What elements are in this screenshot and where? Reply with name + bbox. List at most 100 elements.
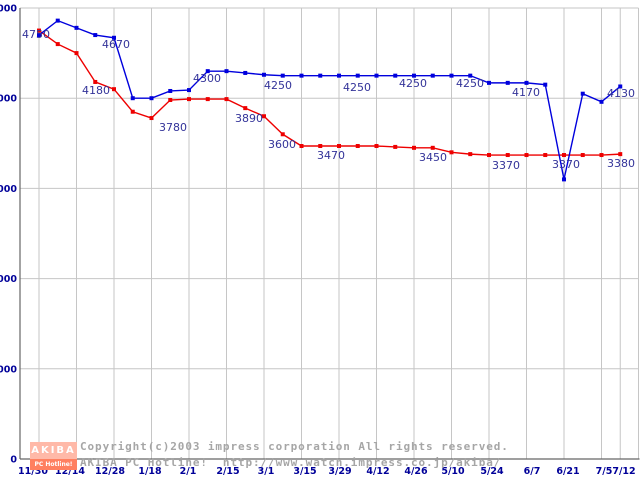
point-value-label: 4180 — [82, 84, 110, 97]
series-blue-marker — [487, 80, 491, 85]
series-red-marker — [487, 153, 491, 158]
point-value-label: 3450 — [419, 151, 447, 164]
series-blue-marker — [112, 35, 116, 40]
series-red-marker — [543, 153, 548, 158]
point-value-label: 4750 — [22, 28, 50, 41]
series-red-marker — [74, 51, 79, 56]
series-blue-marker — [393, 73, 398, 78]
series-red-marker — [224, 97, 229, 102]
series-red-marker — [524, 153, 529, 158]
series-red-marker — [318, 144, 323, 149]
point-value-label: 4250 — [456, 77, 484, 90]
x-tick-label: 4/12 — [366, 466, 389, 477]
series-blue-marker — [543, 82, 548, 87]
series-blue-marker — [130, 96, 135, 101]
series-blue-marker — [262, 72, 266, 77]
series-blue-marker — [149, 96, 154, 101]
series-red-marker — [37, 28, 41, 33]
series-red-marker — [393, 144, 398, 149]
x-tick-label: 5/24 — [480, 466, 504, 477]
series-blue-marker — [318, 73, 323, 78]
y-tick-label: 4000 — [0, 94, 17, 105]
series-red-marker — [412, 145, 416, 150]
series-red-marker — [55, 42, 60, 47]
x-tick-label: 2/15 — [216, 466, 239, 477]
series-blue-marker — [299, 73, 304, 78]
series-blue-marker — [505, 80, 510, 85]
series-red-marker — [130, 109, 135, 114]
point-value-label: 4250 — [264, 79, 292, 92]
series-red-marker — [355, 144, 360, 149]
series-red-marker — [468, 152, 473, 157]
y-tick-label: 2000 — [0, 274, 17, 285]
series-red-marker — [262, 114, 266, 119]
series-blue-marker — [618, 84, 623, 89]
copyright-text: Copyright(c)2003 impress corporation All… — [80, 440, 509, 453]
x-tick-label: 6/7 — [524, 466, 541, 477]
series-red-marker — [599, 153, 604, 158]
series-red-marker — [337, 144, 341, 149]
series-red-marker — [580, 153, 585, 158]
series-blue-marker — [74, 25, 79, 30]
series-blue-marker — [580, 91, 585, 96]
point-value-label: 3370 — [552, 158, 580, 171]
point-value-label: 3380 — [607, 157, 635, 170]
point-value-label: 4250 — [399, 77, 427, 90]
series-blue-marker — [562, 177, 566, 182]
akiba-logo-subtitle: PC Hotline! — [30, 459, 77, 470]
x-tick-label: 1/18 — [138, 466, 162, 477]
x-tick-label: 3/15 — [293, 466, 316, 477]
series-blue-marker — [224, 69, 229, 74]
x-tick-label: 4/26 — [404, 466, 428, 477]
series-red-line — [38, 29, 621, 156]
x-tick-label: 7/5 — [596, 466, 613, 477]
series-blue-marker — [168, 88, 173, 93]
series-red-marker — [505, 153, 510, 158]
point-value-label: 4300 — [193, 72, 221, 85]
series-red-marker — [430, 145, 435, 150]
series-red-marker — [187, 97, 191, 102]
series-blue-marker — [337, 73, 341, 78]
series-blue-marker — [37, 33, 41, 38]
series-red-marker — [280, 132, 285, 137]
x-tick-label: 11/30 — [18, 466, 48, 477]
series-blue-marker — [280, 73, 285, 78]
series-blue-marker — [243, 70, 248, 75]
point-value-label: 3600 — [268, 138, 296, 151]
y-tick-label: 0 — [10, 455, 17, 466]
y-tick-label: 5000 — [0, 4, 17, 15]
point-value-label: 4250 — [343, 81, 371, 94]
series-red-marker — [449, 150, 454, 155]
series-blue-line — [38, 19, 621, 180]
site-url-text: AKIBA PC Hotline! http://www.watch.impre… — [80, 456, 502, 469]
point-value-label: 4170 — [512, 86, 540, 99]
series-blue-marker — [205, 69, 210, 74]
point-value-label: 3780 — [159, 121, 187, 134]
point-value-label: 3370 — [492, 159, 520, 172]
akiba-logo: AKIBA PC Hotline! — [30, 442, 77, 470]
akiba-logo-title: AKIBA — [30, 442, 77, 459]
x-tick-label: 6/21 — [556, 466, 579, 477]
x-tick-label: 2/1 — [180, 466, 197, 477]
series-red-marker — [562, 153, 566, 158]
x-tick-label: 5/10 — [441, 466, 465, 477]
x-tick-label: 12/14 — [55, 466, 85, 477]
x-tick-label: 7/12 — [612, 466, 635, 477]
series-blue-marker — [449, 73, 454, 78]
series-red-marker — [243, 106, 248, 111]
series-red-marker — [168, 98, 173, 103]
point-value-label: 4670 — [102, 38, 130, 51]
series-blue-marker — [187, 88, 191, 93]
series-red-marker — [299, 144, 304, 149]
series-red-marker — [149, 116, 154, 121]
series-red-marker — [93, 79, 98, 84]
series-blue-marker — [599, 99, 604, 104]
series-red-marker — [112, 87, 116, 92]
series-blue-marker — [355, 73, 360, 78]
point-value-label: 4130 — [607, 87, 635, 100]
series-red-marker — [205, 97, 210, 102]
y-tick-label: 3000 — [0, 184, 17, 195]
series-blue-marker — [55, 18, 60, 23]
series-blue-marker — [430, 73, 435, 78]
